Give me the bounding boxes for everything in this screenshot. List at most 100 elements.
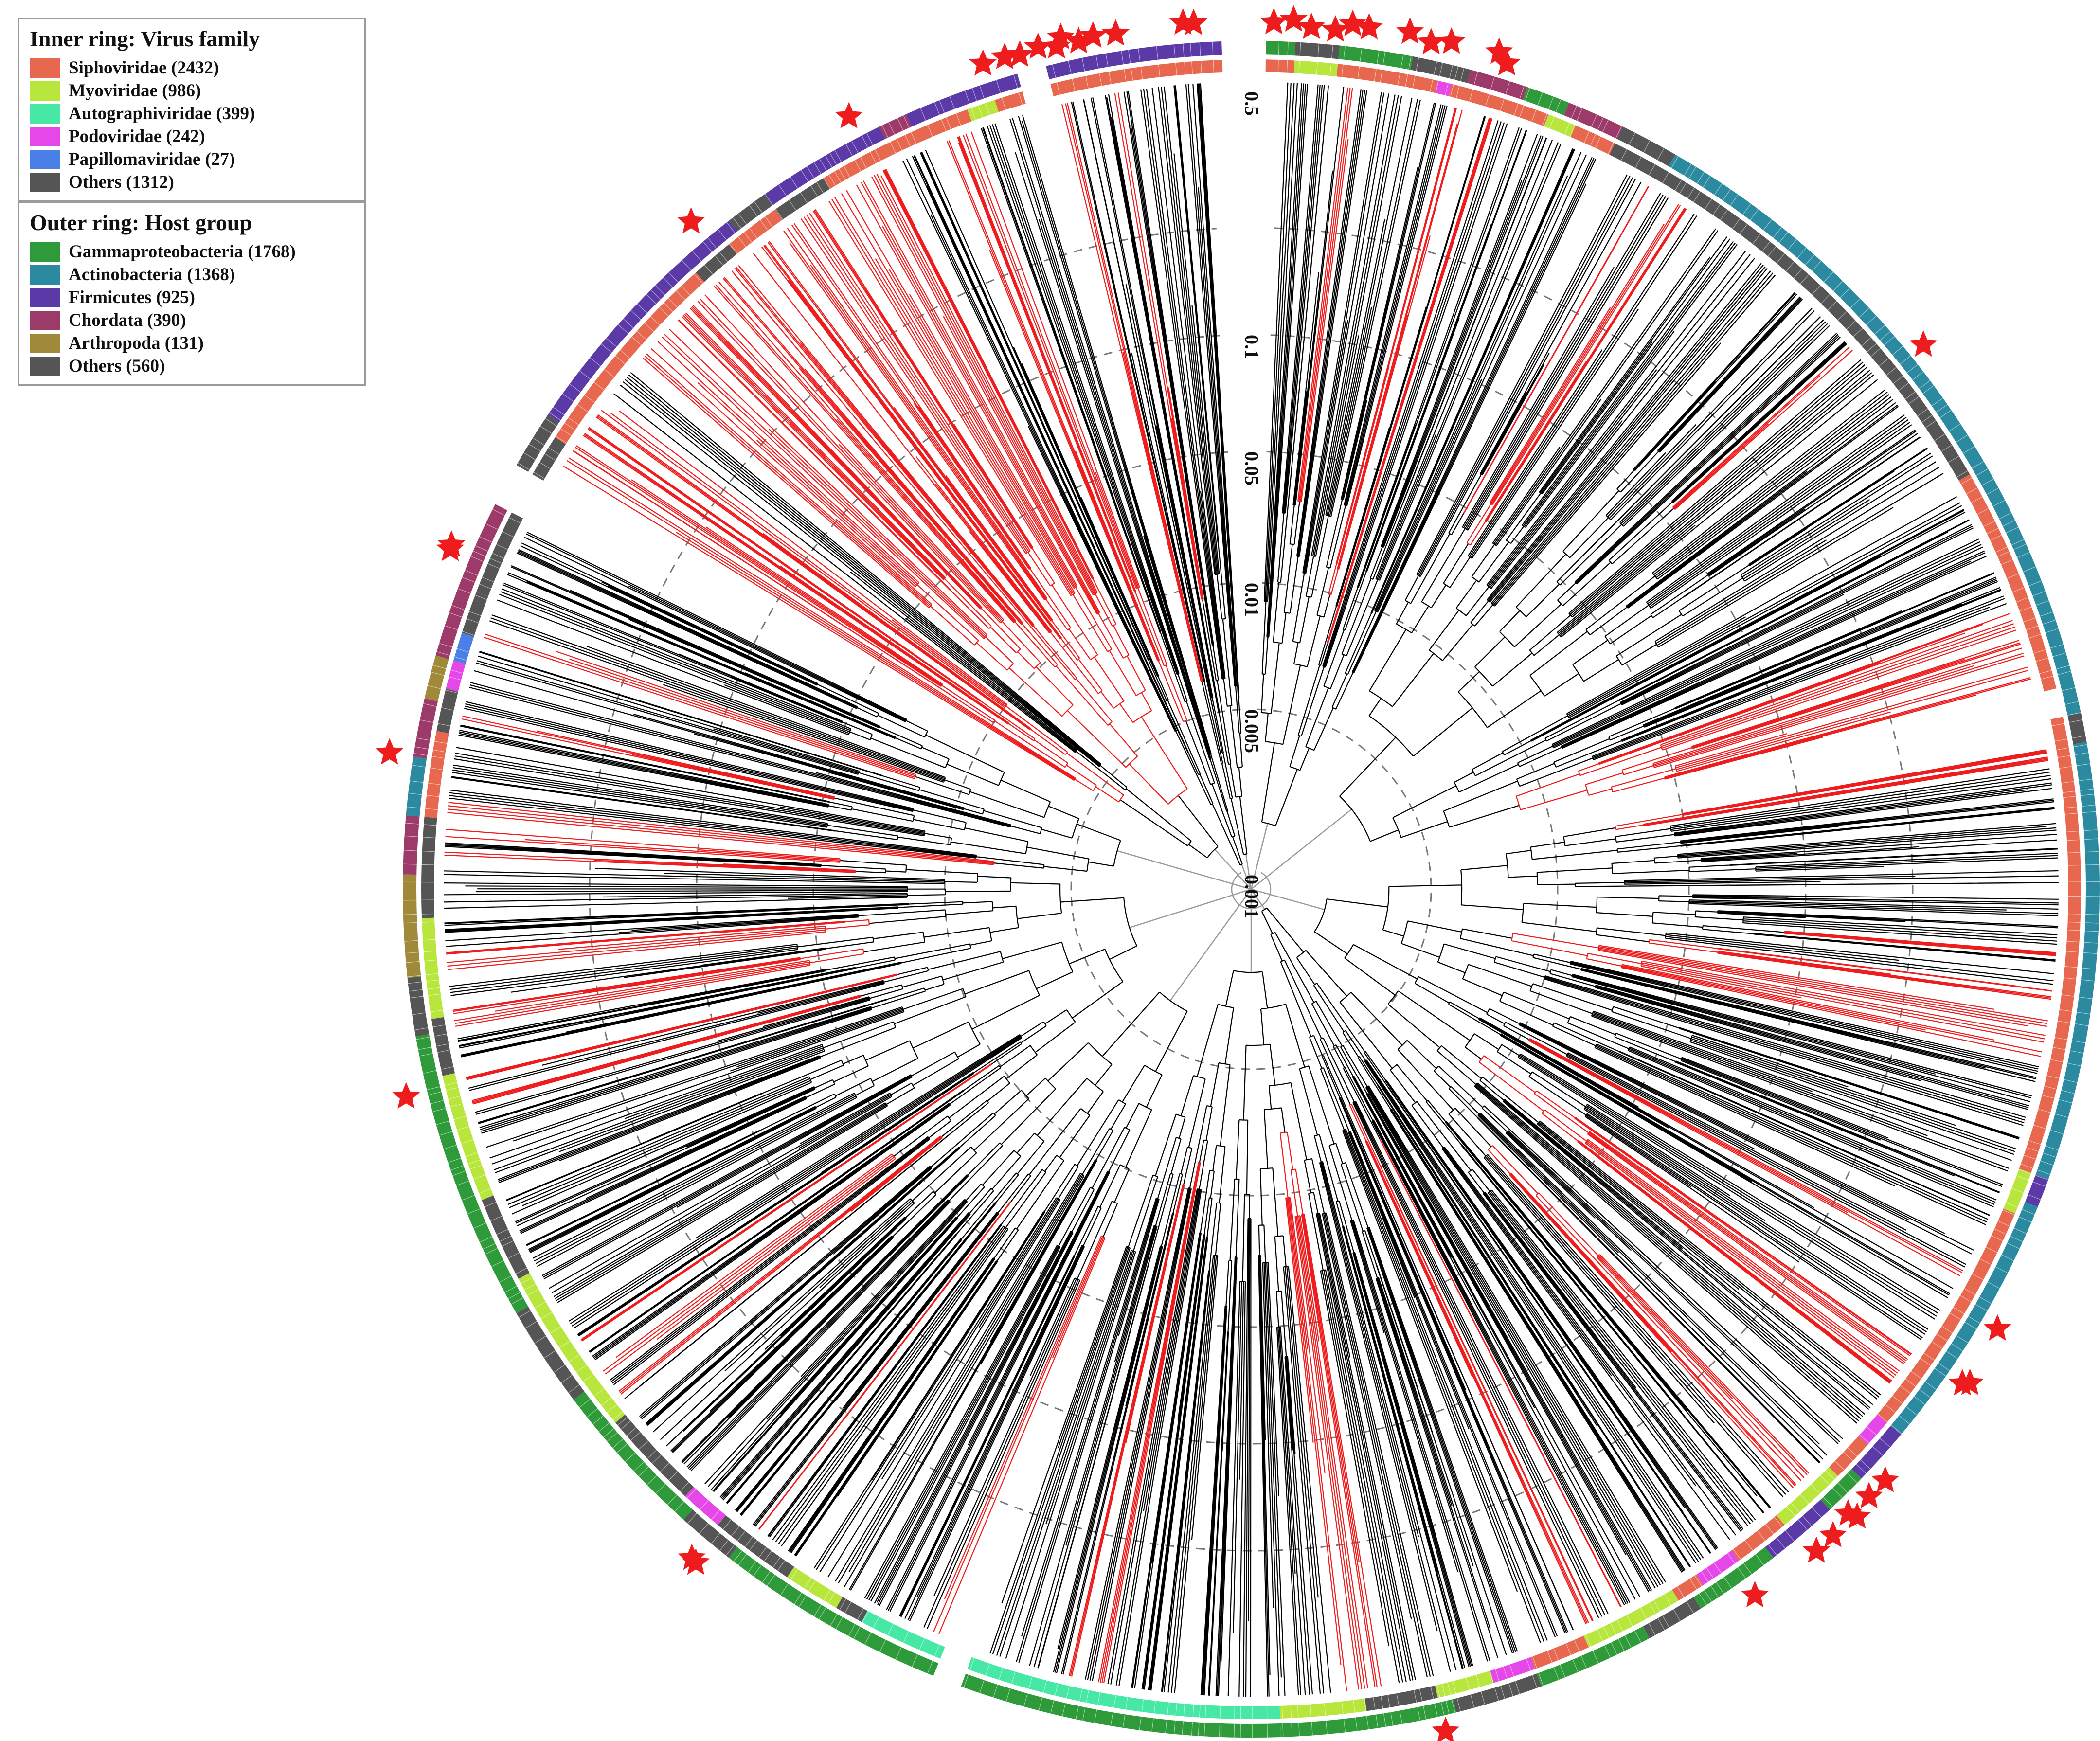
star-marker xyxy=(1909,330,1938,357)
scale-rings xyxy=(589,227,1914,1552)
star-marker xyxy=(1355,13,1383,39)
legend-outer-list: Gammaproteobacteria (1768) Actinobacteria… xyxy=(30,240,354,377)
inner-ring-segment xyxy=(518,1273,626,1423)
star-marker xyxy=(437,530,466,557)
inner-ring-segment xyxy=(887,109,972,155)
legend-swatch xyxy=(30,104,60,124)
scale-ring xyxy=(944,582,1559,1197)
scale-ring xyxy=(589,227,1914,1552)
inner-ring-segment xyxy=(696,244,737,282)
outer-ring-segment xyxy=(1669,154,2081,716)
legend-inner-title: Inner ring: Virus family xyxy=(30,26,260,51)
legend-label: Arthropoda (131) xyxy=(69,333,204,353)
inner-ring-segment xyxy=(1544,114,1576,137)
scale-label: 0.01 xyxy=(1241,583,1263,617)
inner-ring-segment xyxy=(862,1611,945,1659)
star-marker xyxy=(1339,9,1367,36)
inner-ring-segment xyxy=(1293,60,1338,77)
star-marker xyxy=(1983,1314,2011,1341)
legend-swatch xyxy=(30,172,60,192)
outer-ring-segment xyxy=(1453,1673,1542,1713)
legend-label: Others (1312) xyxy=(69,172,174,192)
legend-label: Gammaproteobacteria (1768) xyxy=(69,242,296,262)
inner-ring-segment xyxy=(1336,64,1438,93)
legend-item: Myoviridae (986) xyxy=(30,79,354,102)
legend-label: Actinobacteria (1368) xyxy=(69,265,235,285)
star-marker xyxy=(1417,28,1445,54)
outer-ring-segment xyxy=(729,1547,939,1676)
inner-ring-segment xyxy=(1435,80,1452,96)
outer-ring-segment xyxy=(1643,1597,1701,1638)
inner-ring-segment xyxy=(421,817,437,918)
legend-item: Others (1312) xyxy=(30,171,354,194)
star-marker xyxy=(376,738,404,765)
inner-ring-segment xyxy=(787,1566,843,1608)
legend-label: Papillomaviridae (27) xyxy=(69,149,235,169)
scale-ring xyxy=(696,334,1807,1445)
inner-ring-segment xyxy=(2019,717,2081,1173)
outer-ring-segment xyxy=(444,1147,528,1313)
legend-label: Firmicutes (925) xyxy=(69,287,195,307)
outer-ring-segment xyxy=(413,698,438,759)
inner-ring-segment xyxy=(1583,1590,1679,1648)
outer-ring-segment xyxy=(1017,66,1049,87)
legend-swatch xyxy=(30,81,60,101)
inner-ring-segment xyxy=(532,437,566,481)
inner-ring-segment xyxy=(476,512,523,596)
outer-ring-segment xyxy=(906,73,1022,127)
outer-ring-segment xyxy=(1467,70,1527,100)
legend-inner-ring: Inner ring: Virus family Siphoviridae (2… xyxy=(18,18,366,202)
outer-ring-segment xyxy=(406,756,427,817)
outer-ring-segment xyxy=(435,504,508,660)
legend-label: Podoviridae (242) xyxy=(69,126,205,146)
star-marker xyxy=(1260,8,1288,35)
inner-ring-segment xyxy=(1979,512,2057,692)
inner-ring-segment xyxy=(1530,1635,1589,1669)
legend-label: Siphoviridae (2432) xyxy=(69,58,219,78)
inner-ring-segment xyxy=(1490,1657,1535,1683)
inner-ring-segment xyxy=(431,1017,455,1076)
star-marker xyxy=(1005,40,1034,67)
inner-ring-segment xyxy=(1570,125,1615,155)
legend-swatch xyxy=(30,58,60,78)
star-marker xyxy=(969,49,997,76)
inner-ring-segment xyxy=(462,592,488,637)
scale-label: 0.05 xyxy=(1241,451,1263,485)
inner-ring-segment xyxy=(994,91,1026,112)
tree-branch-lines xyxy=(444,82,2059,1697)
inner-ring-segment xyxy=(422,917,444,1019)
outer-ring-segment xyxy=(1563,102,1623,139)
legend-swatch xyxy=(30,126,60,146)
inner-ring-segment xyxy=(482,1195,530,1279)
legend-label: Autographiviridae (399) xyxy=(69,104,255,124)
star-marker xyxy=(1047,22,1075,49)
inner-ring-segment xyxy=(446,660,466,692)
outer-ring-segment xyxy=(424,655,449,701)
outer-ring-segment xyxy=(1851,1426,1901,1479)
inner-ring-segment xyxy=(615,1414,694,1496)
legend-item: Firmicutes (925) xyxy=(30,286,354,309)
highlight-star-markers xyxy=(376,5,2011,1741)
inner-ring-segment xyxy=(729,209,783,254)
outer-ring-segment xyxy=(2025,1174,2048,1207)
star-marker xyxy=(1855,1482,1883,1508)
inner-ring-segment xyxy=(1279,1698,1367,1719)
tree-branches xyxy=(444,82,2059,1697)
outer-ring-segment xyxy=(1693,1547,1774,1609)
inner-ring-segment xyxy=(429,731,449,776)
legend-item: Chordata (390) xyxy=(30,309,354,332)
inner-ring-segment xyxy=(1179,1703,1280,1719)
outer-ring-segment xyxy=(1820,1469,1862,1510)
outer-ring-segment xyxy=(574,1391,693,1520)
legend-label: Chordata (390) xyxy=(69,310,186,330)
scale-label: 0.5 xyxy=(1241,91,1263,116)
inner-ring-segment xyxy=(685,1487,726,1525)
scale-label: 0.005 xyxy=(1241,709,1263,753)
inner-ring-segment xyxy=(1050,60,1223,96)
outer-ring-segment xyxy=(516,1307,585,1400)
outer-ring-segment xyxy=(1265,41,1296,56)
outer-ring-segment xyxy=(729,194,772,232)
inner-ring-segment xyxy=(1776,1467,1838,1525)
scale-label: 0.1 xyxy=(1241,335,1263,359)
star-marker xyxy=(990,42,1019,69)
